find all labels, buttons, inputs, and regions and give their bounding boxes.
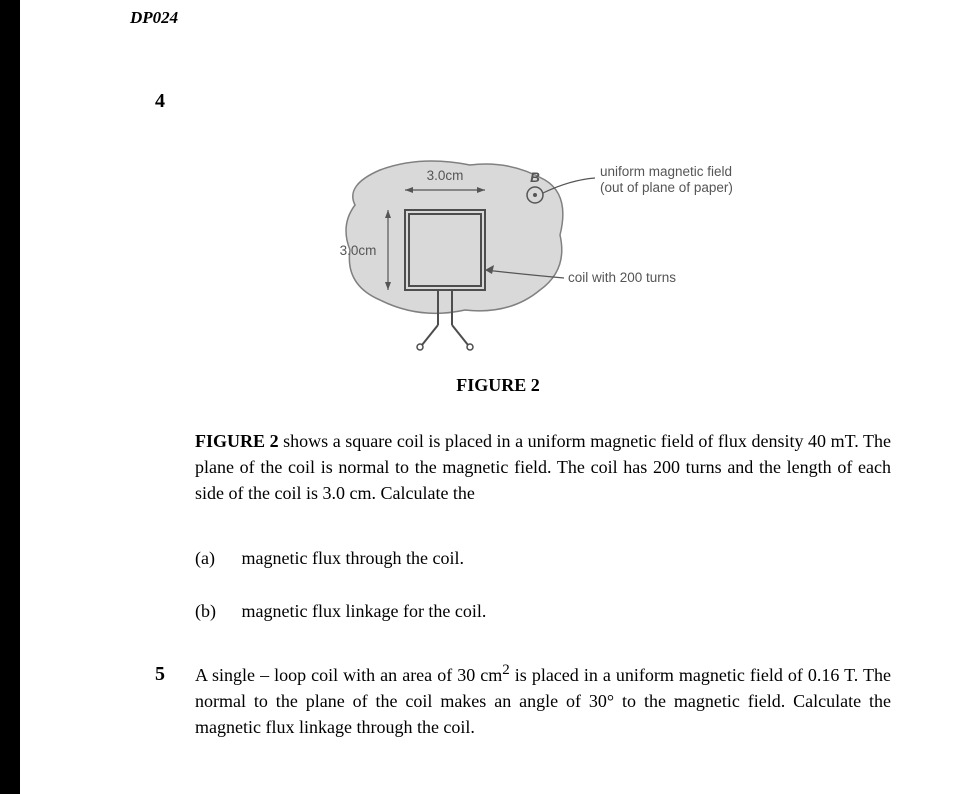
page: DP024 4 B	[20, 0, 976, 794]
b-symbol-label: B	[530, 170, 540, 185]
question-4-number: 4	[155, 90, 165, 113]
question-5-text: A single – loop coil with an area of 30 …	[195, 660, 891, 740]
figure-2: B 3.0cm	[310, 150, 790, 360]
part-a-text: magnetic flux through the coil.	[242, 548, 464, 568]
annotation-coil-label: coil with 200 turns	[568, 270, 676, 285]
question-5-number: 5	[155, 663, 165, 686]
doc-code: DP024	[130, 8, 178, 28]
annotation-field: uniform magnetic field (out of plane of …	[543, 164, 733, 195]
annotation-field-line1: uniform magnetic field	[600, 164, 732, 179]
question-4-part-b: (b) magnetic flux linkage for the coil.	[195, 598, 891, 624]
dim-top-label: 3.0cm	[427, 168, 464, 183]
figure-2-caption: FIGURE 2	[20, 375, 976, 396]
part-b-text: magnetic flux linkage for the coil.	[242, 601, 487, 621]
question-4-description: FIGURE 2 shows a square coil is placed i…	[195, 428, 891, 506]
dim-left-label: 3.0cm	[340, 243, 377, 258]
question-4-part-a: (a) magnetic flux through the coil.	[195, 545, 891, 571]
annotation-field-line2: (out of plane of paper)	[600, 180, 733, 195]
part-b-label: (b)	[195, 598, 237, 624]
part-a-label: (a)	[195, 545, 237, 571]
